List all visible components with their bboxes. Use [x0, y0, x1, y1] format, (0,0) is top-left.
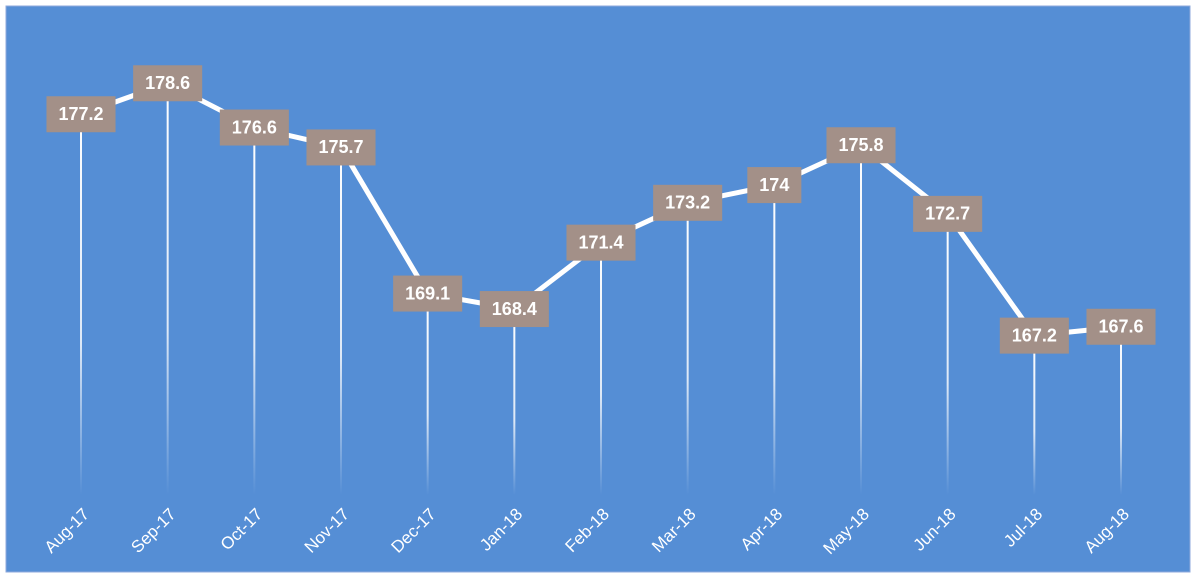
- data-label-text: 174: [759, 175, 789, 195]
- data-label-box: [393, 275, 463, 312]
- drop-line: [600, 242, 602, 495]
- data-label-box: [1086, 308, 1156, 345]
- data-label-box: [46, 96, 116, 133]
- data-label-box: [913, 195, 983, 232]
- drop-line: [426, 293, 429, 495]
- data-label: 168.4: [479, 291, 549, 328]
- data-label-box: [999, 317, 1069, 354]
- data-label: 167.6: [1086, 308, 1156, 345]
- data-label: 177.2: [46, 96, 116, 133]
- drop-line: [340, 147, 342, 495]
- data-label-text: 167.6: [1098, 317, 1143, 337]
- data-label: 176.6: [219, 109, 289, 146]
- drop-line: [860, 145, 862, 495]
- data-label: 167.2: [999, 317, 1069, 354]
- drop-line: [513, 309, 516, 495]
- drop-line: [80, 114, 82, 495]
- data-label: 175.7: [306, 129, 376, 166]
- data-label-text: 172.7: [925, 204, 970, 224]
- data-label-text: 169.1: [405, 283, 450, 303]
- data-label: 171.4: [566, 224, 636, 261]
- data-label-text: 175.7: [318, 137, 363, 157]
- data-label-text: 176.6: [232, 117, 277, 137]
- drop-line: [686, 202, 689, 496]
- drop-line: [1033, 335, 1036, 495]
- drop-line: [773, 185, 776, 495]
- data-label-box: [566, 224, 636, 261]
- drop-line: [946, 213, 949, 496]
- data-label-text: 177.2: [58, 104, 103, 124]
- data-label-text: 178.6: [145, 73, 190, 93]
- data-label-box: [826, 127, 896, 164]
- data-label-text: 171.4: [578, 232, 623, 252]
- data-label-text: 167.2: [1012, 325, 1057, 345]
- data-label-box: [219, 109, 289, 146]
- data-label-box: [479, 291, 549, 328]
- data-label-box: [747, 167, 802, 204]
- data-label: 169.1: [393, 275, 463, 312]
- data-label-box: [133, 65, 203, 102]
- drop-line: [166, 83, 169, 495]
- drop-line: [253, 127, 256, 495]
- data-label-box: [306, 129, 376, 166]
- data-label: 178.6: [133, 65, 203, 102]
- data-label-box: [653, 184, 723, 221]
- data-label-text: 175.8: [838, 135, 883, 155]
- data-label: 173.2: [653, 184, 723, 221]
- data-label-text: 168.4: [492, 299, 537, 319]
- data-label-text: 173.2: [665, 193, 710, 213]
- data-label: 172.7: [913, 195, 983, 232]
- drop-line: [1120, 326, 1122, 495]
- data-label: 174: [747, 167, 802, 204]
- data-label: 175.8: [826, 127, 896, 164]
